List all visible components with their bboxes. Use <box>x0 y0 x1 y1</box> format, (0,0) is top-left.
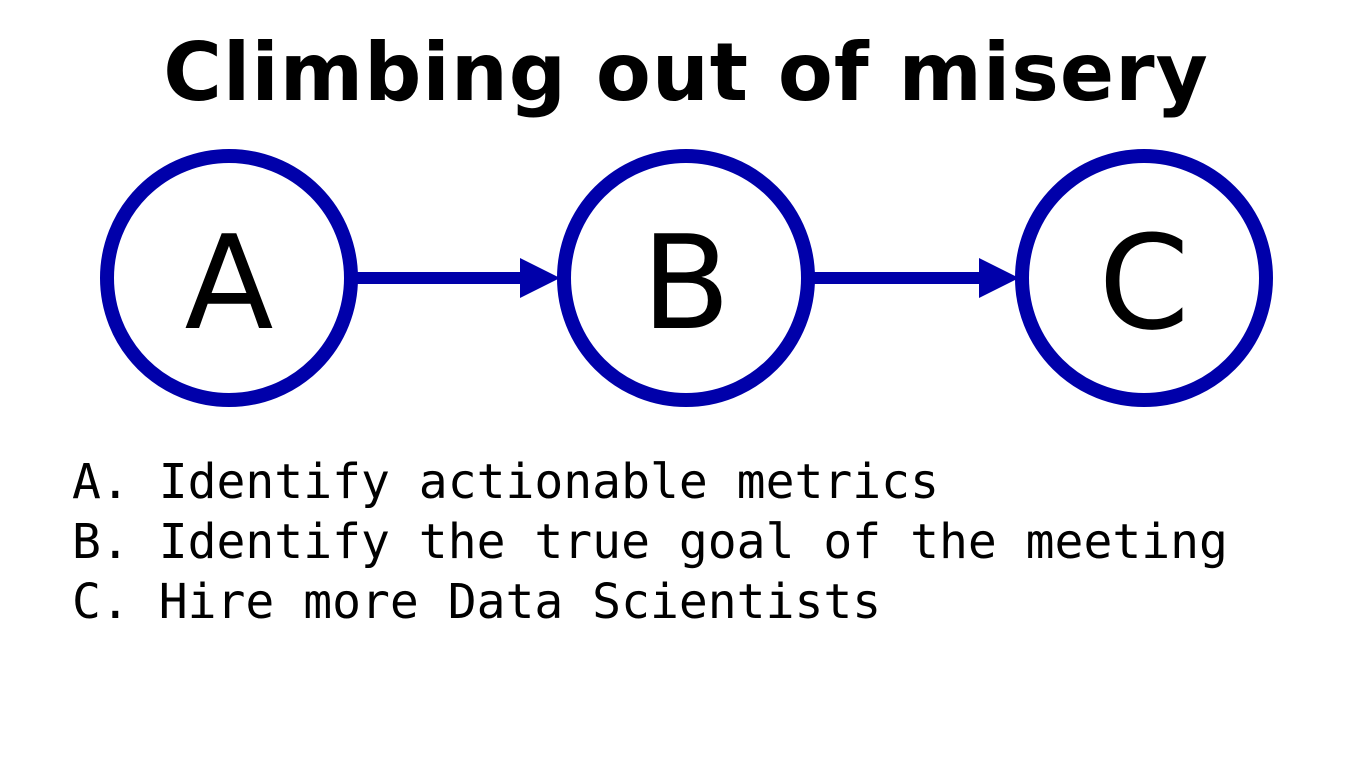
node-b-label: B <box>641 207 730 359</box>
node-a-label: A <box>185 207 274 359</box>
edge-a-to-b-arrowhead <box>520 258 560 298</box>
legend-text: Hire more Data Scientists <box>158 574 882 630</box>
legend-marker: A. <box>72 454 130 510</box>
node-a-circle <box>100 149 358 407</box>
node-c: C <box>1015 149 1273 407</box>
slide-title: Climbing out of misery <box>163 26 1209 119</box>
node-b: B <box>557 149 815 407</box>
edge-b-to-c <box>813 258 1019 298</box>
node-b-circle <box>557 149 815 407</box>
legend-item-a: A. Identify actionable metrics <box>72 452 1228 512</box>
legend-marker: B. <box>72 514 130 570</box>
node-c-label: C <box>1099 207 1190 359</box>
step-legend: A. Identify actionable metrics B. Identi… <box>72 452 1228 632</box>
node-a: A <box>100 149 358 407</box>
legend-text: Identify actionable metrics <box>158 454 939 510</box>
node-c-circle <box>1015 149 1273 407</box>
legend-item-c: C. Hire more Data Scientists <box>72 572 1228 632</box>
legend-item-b: B. Identify the true goal of the meeting <box>72 512 1228 572</box>
edge-b-to-c-arrowhead <box>979 258 1019 298</box>
edge-a-to-b <box>355 258 560 298</box>
legend-marker: C. <box>72 574 130 630</box>
legend-text: Identify the true goal of the meeting <box>158 514 1228 570</box>
